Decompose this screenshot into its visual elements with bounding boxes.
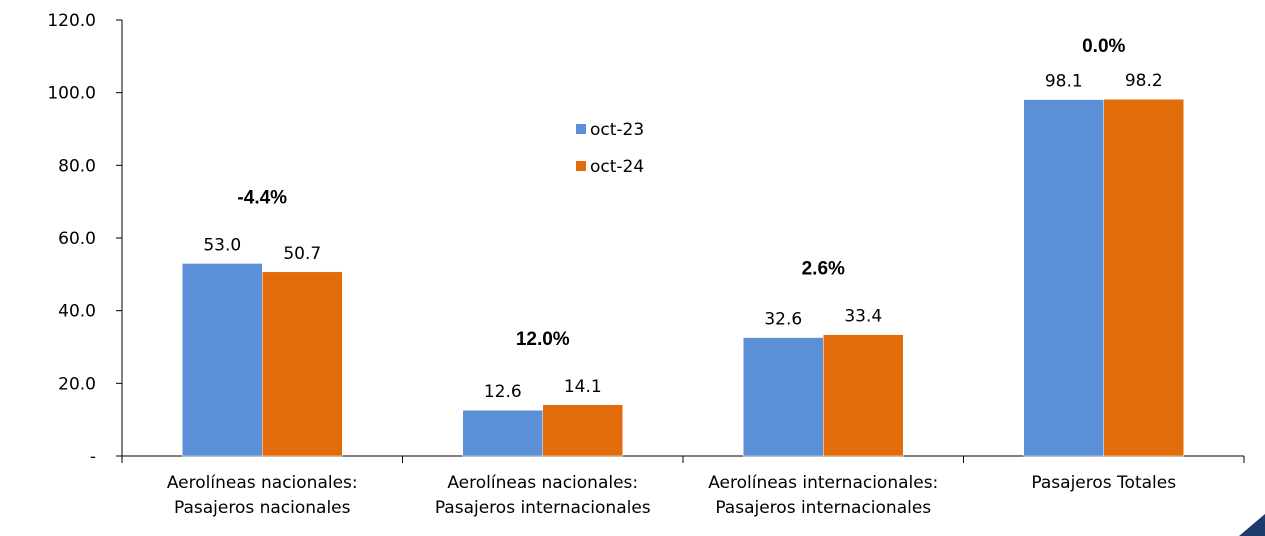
legend-label: oct-24: [590, 157, 644, 177]
bar-oct-23: [182, 263, 263, 457]
bar-oct-23: [1023, 99, 1104, 457]
bar-oct-24: [262, 271, 343, 457]
y-tick-label: 40.0: [58, 302, 96, 322]
bar-value-label: 14.1: [564, 377, 602, 397]
bar-value-label: 33.4: [844, 307, 882, 327]
bar-value-label: 53.0: [203, 235, 241, 255]
bar-oct-24: [1103, 98, 1184, 457]
bar-oct-23: [462, 409, 543, 457]
legend-swatch-oct-23: [576, 124, 586, 134]
change-label: 2.6%: [802, 259, 845, 280]
bar-value-label: 98.1: [1045, 72, 1083, 92]
category-label: Pasajeros Totales: [1031, 473, 1176, 493]
change-label: 0.0%: [1082, 36, 1125, 57]
y-tick-label: -: [90, 447, 96, 467]
y-tick-label: 120.0: [47, 11, 96, 31]
change-label: 12.0%: [516, 329, 570, 350]
category-label: Aerolíneas internacionales:: [708, 473, 938, 493]
change-label: -4.4%: [237, 187, 287, 208]
bar-oct-23: [743, 337, 824, 457]
category-label: Aerolíneas nacionales:: [167, 473, 358, 493]
y-tick-label: 100.0: [47, 84, 96, 104]
y-tick-label: 20.0: [58, 374, 96, 394]
bar-value-label: 98.2: [1125, 71, 1163, 91]
bar-value-label: 32.6: [764, 310, 802, 330]
legend-swatch-oct-24: [576, 161, 586, 171]
category-label: Pasajeros nacionales: [174, 498, 351, 518]
bar-value-label: 12.6: [484, 382, 522, 402]
bar-value-label: 50.7: [283, 244, 321, 264]
category-label: Pasajeros internacionales: [435, 498, 651, 518]
bar-oct-24: [542, 404, 623, 457]
corner-decoration: [1239, 514, 1265, 536]
legend-label: oct-23: [590, 120, 644, 140]
category-label: Pasajeros internacionales: [715, 498, 931, 518]
y-tick-label: 80.0: [58, 156, 96, 176]
bar-oct-24: [823, 334, 904, 457]
category-label: Aerolíneas nacionales:: [447, 473, 638, 493]
y-tick-label: 60.0: [58, 229, 96, 249]
